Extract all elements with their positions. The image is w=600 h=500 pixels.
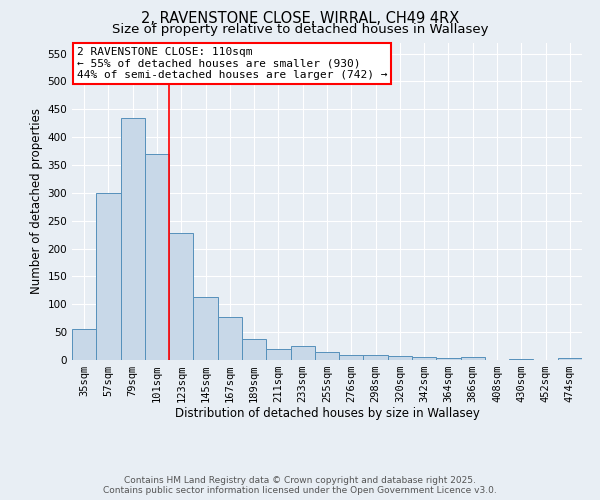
Bar xyxy=(145,154,169,360)
Bar xyxy=(72,330,96,360)
Bar xyxy=(436,358,461,360)
Bar xyxy=(193,297,218,360)
Text: Contains HM Land Registry data © Crown copyright and database right 2025.
Contai: Contains HM Land Registry data © Crown c… xyxy=(103,476,497,495)
Bar xyxy=(339,355,364,360)
Bar xyxy=(218,316,242,360)
Bar xyxy=(121,118,145,360)
Bar xyxy=(242,339,266,360)
Bar xyxy=(388,356,412,360)
Bar xyxy=(364,355,388,360)
Text: 2 RAVENSTONE CLOSE: 110sqm
← 55% of detached houses are smaller (930)
44% of sem: 2 RAVENSTONE CLOSE: 110sqm ← 55% of deta… xyxy=(77,48,388,80)
Text: Size of property relative to detached houses in Wallasey: Size of property relative to detached ho… xyxy=(112,22,488,36)
Bar xyxy=(290,346,315,360)
X-axis label: Distribution of detached houses by size in Wallasey: Distribution of detached houses by size … xyxy=(175,406,479,420)
Bar xyxy=(169,233,193,360)
Bar xyxy=(315,352,339,360)
Bar xyxy=(461,357,485,360)
Text: 2, RAVENSTONE CLOSE, WIRRAL, CH49 4RX: 2, RAVENSTONE CLOSE, WIRRAL, CH49 4RX xyxy=(141,11,459,26)
Bar xyxy=(412,357,436,360)
Y-axis label: Number of detached properties: Number of detached properties xyxy=(30,108,43,294)
Bar xyxy=(558,358,582,360)
Bar xyxy=(96,193,121,360)
Bar xyxy=(266,349,290,360)
